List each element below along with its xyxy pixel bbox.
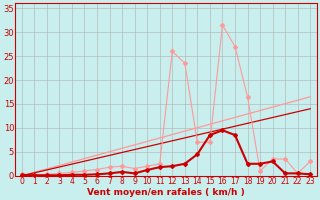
X-axis label: Vent moyen/en rafales ( km/h ): Vent moyen/en rafales ( km/h ) [87,188,245,197]
